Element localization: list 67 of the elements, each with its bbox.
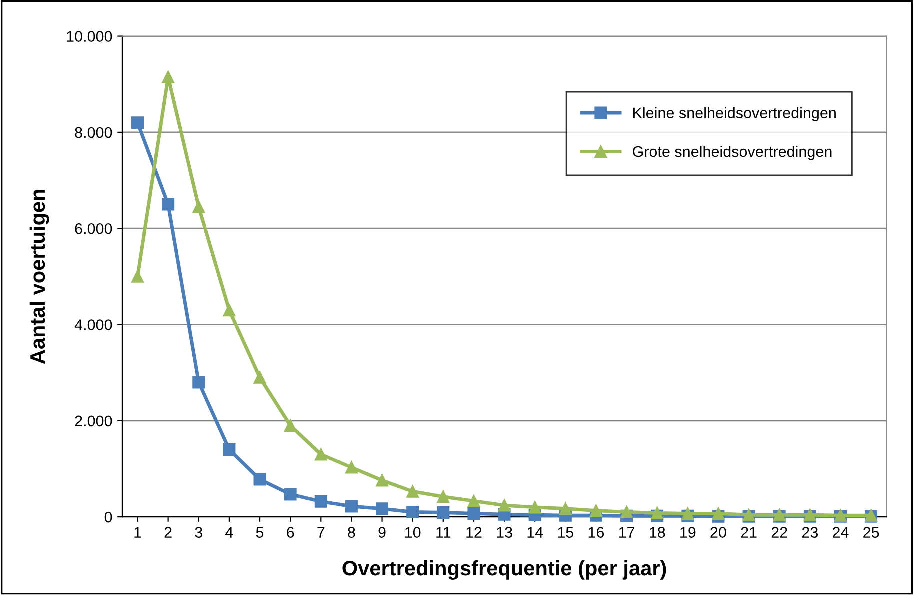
y-tick-label: 6.000 bbox=[75, 223, 112, 234]
x-tick-label: 3 bbox=[195, 527, 202, 538]
x-tick-label: 4 bbox=[226, 527, 234, 538]
point bbox=[437, 490, 450, 504]
x-tick-label: 7 bbox=[318, 527, 325, 538]
point bbox=[682, 507, 694, 520]
x-tick-label: 6 bbox=[287, 527, 294, 538]
point bbox=[559, 502, 572, 516]
point bbox=[406, 485, 420, 498]
x-tick-label: 23 bbox=[802, 527, 818, 538]
x-tick-label: 24 bbox=[833, 527, 849, 538]
point bbox=[162, 198, 175, 211]
x-tick-label: 5 bbox=[256, 527, 264, 538]
x-tick-label: 2 bbox=[164, 527, 172, 538]
point bbox=[192, 376, 206, 389]
y-tick-label: 10.000 bbox=[67, 31, 112, 42]
x-tick-label: 9 bbox=[378, 527, 386, 538]
point bbox=[162, 70, 175, 84]
point bbox=[132, 116, 144, 130]
x-tick-label: 21 bbox=[741, 527, 757, 538]
x-tick-label: 1 bbox=[134, 527, 142, 538]
x-tick-label: 17 bbox=[619, 527, 635, 538]
point bbox=[345, 500, 358, 513]
x-tick-label: 13 bbox=[497, 527, 512, 538]
y-axis-title: Aantal voertuigen bbox=[30, 190, 50, 364]
x-tick-label: 11 bbox=[436, 527, 451, 538]
x-tick-label: 16 bbox=[588, 527, 604, 538]
x-tick-label: 15 bbox=[558, 527, 574, 538]
point bbox=[712, 507, 725, 520]
point bbox=[437, 506, 450, 519]
point bbox=[376, 502, 389, 516]
point bbox=[376, 474, 389, 487]
x-tick-label: 8 bbox=[348, 527, 356, 538]
x-tick-label: 19 bbox=[680, 527, 696, 538]
x-tick-label: 18 bbox=[650, 527, 666, 538]
point bbox=[192, 200, 206, 214]
point bbox=[590, 504, 602, 518]
y-tick-label: 8.000 bbox=[75, 127, 112, 138]
point bbox=[528, 501, 542, 514]
point bbox=[406, 506, 420, 518]
x-tick-label: 10 bbox=[406, 527, 421, 538]
x-tick-label: 14 bbox=[528, 527, 544, 538]
x-tick-label: 25 bbox=[864, 527, 880, 538]
point bbox=[284, 488, 297, 501]
point bbox=[223, 304, 236, 317]
point bbox=[468, 494, 480, 508]
point bbox=[254, 473, 266, 486]
point bbox=[254, 371, 266, 384]
x-axis-title: Overtredingsfrequentie (per jaar) bbox=[342, 560, 666, 580]
point bbox=[314, 495, 328, 508]
point bbox=[468, 507, 480, 520]
y-tick-label: 2.000 bbox=[75, 416, 112, 427]
legend-label: Grote snelheidsovertredingen bbox=[633, 146, 832, 160]
point bbox=[620, 506, 634, 518]
legend-label: Kleine snelheidsovertredingen bbox=[633, 107, 836, 122]
x-tick-label: 20 bbox=[710, 527, 726, 538]
x-tick-label: 22 bbox=[772, 527, 788, 538]
point bbox=[223, 444, 236, 456]
point bbox=[132, 270, 144, 283]
point bbox=[284, 419, 297, 432]
point bbox=[314, 448, 328, 461]
y-tick-label: 4.000 bbox=[74, 320, 112, 330]
point bbox=[345, 461, 358, 474]
point bbox=[651, 506, 664, 520]
point bbox=[498, 499, 511, 512]
y-tick-label: 0 bbox=[104, 512, 112, 523]
x-tick-label: 12 bbox=[466, 527, 482, 538]
